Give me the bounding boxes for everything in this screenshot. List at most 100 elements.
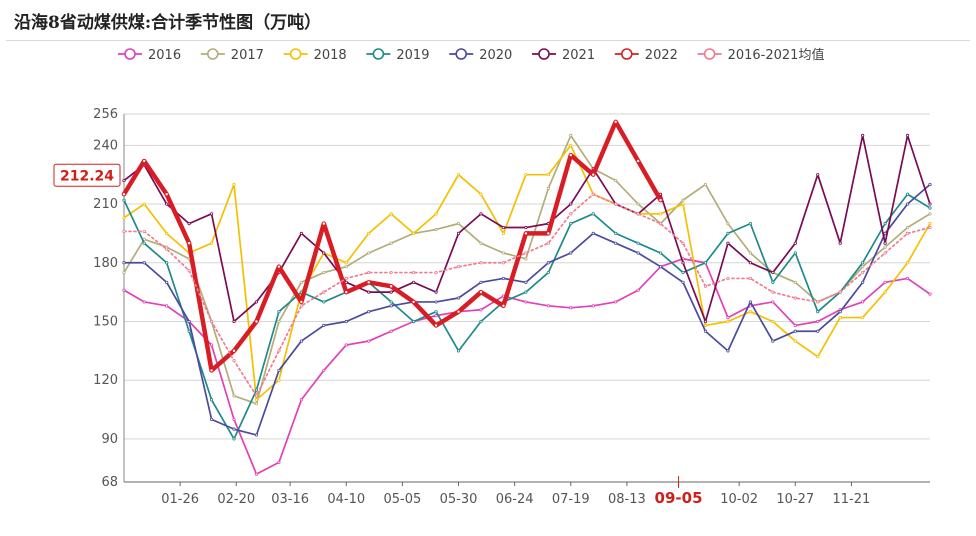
data-point bbox=[793, 251, 797, 255]
data-point bbox=[703, 261, 708, 265]
data-point bbox=[277, 378, 281, 382]
data-point bbox=[681, 261, 685, 265]
data-point bbox=[569, 143, 573, 147]
data-point bbox=[524, 257, 528, 261]
data-point bbox=[322, 323, 326, 328]
data-point bbox=[254, 319, 259, 324]
data-point bbox=[771, 339, 775, 343]
data-point bbox=[321, 221, 326, 226]
legend-label: 2019 bbox=[396, 48, 429, 63]
data-point bbox=[883, 231, 887, 236]
data-point bbox=[322, 251, 326, 255]
data-point bbox=[636, 241, 640, 245]
data-point bbox=[838, 290, 842, 294]
data-point bbox=[254, 388, 259, 392]
legend-label: 2018 bbox=[314, 48, 347, 63]
legend: 2016 2017 2018 2019 2020 2021 2022 2016-2021均值 bbox=[118, 47, 824, 63]
data-point bbox=[591, 231, 595, 236]
data-point bbox=[366, 280, 371, 285]
data-point bbox=[187, 319, 191, 324]
data-point bbox=[523, 231, 528, 236]
data-point bbox=[367, 231, 371, 236]
data-point bbox=[793, 241, 797, 245]
data-point bbox=[614, 202, 618, 206]
data-point bbox=[748, 310, 752, 314]
data-point bbox=[793, 280, 797, 284]
data-point bbox=[546, 241, 550, 245]
data-point bbox=[276, 264, 281, 269]
data-point bbox=[748, 300, 752, 304]
overlay: 212.24 bbox=[53, 163, 680, 488]
data-point bbox=[771, 270, 775, 275]
data-point bbox=[905, 202, 910, 206]
data-point bbox=[142, 229, 146, 234]
data-point bbox=[344, 276, 348, 281]
data-point bbox=[299, 304, 303, 308]
legend-item-2021[interactable]: 2021 bbox=[532, 48, 595, 63]
data-point bbox=[816, 329, 820, 333]
data-point bbox=[614, 231, 618, 236]
data-point bbox=[165, 231, 169, 236]
data-point bbox=[816, 355, 820, 359]
legend-item-20162021[interactable]: 2016-2021均值 bbox=[697, 47, 825, 63]
data-point bbox=[569, 306, 573, 310]
y-tick-label: 150 bbox=[93, 314, 118, 329]
legend-swatch-marker bbox=[538, 48, 550, 60]
data-point bbox=[658, 251, 663, 255]
data-point bbox=[861, 315, 865, 320]
legend-item-2016[interactable]: 2016 bbox=[118, 48, 181, 63]
data-point bbox=[344, 319, 348, 324]
data-point bbox=[367, 339, 371, 343]
data-point bbox=[434, 227, 438, 232]
x-axis: 01-26 02-20 03-16 04-10 05-05 05-30 06-24 07-19… bbox=[124, 481, 930, 507]
data-point bbox=[501, 225, 506, 230]
data-point bbox=[636, 288, 640, 292]
legend-label: 2021 bbox=[562, 48, 595, 63]
y-tick-label: 120 bbox=[93, 373, 118, 388]
data-point bbox=[726, 222, 730, 226]
data-point bbox=[748, 276, 752, 281]
data-point bbox=[703, 323, 708, 328]
legend-item-2020[interactable]: 2020 bbox=[449, 48, 512, 63]
data-point bbox=[591, 212, 595, 216]
data-point bbox=[389, 270, 393, 275]
y-tick-label: 256 bbox=[93, 107, 118, 122]
x-tick-label: 04-10 bbox=[327, 492, 365, 507]
data-point bbox=[322, 300, 326, 304]
data-point bbox=[456, 349, 461, 353]
data-point bbox=[591, 304, 595, 308]
data-point bbox=[389, 290, 393, 294]
data-point bbox=[883, 241, 887, 245]
legend-item-2017[interactable]: 2017 bbox=[200, 48, 264, 63]
data-point bbox=[209, 319, 214, 324]
legend-swatch-marker bbox=[372, 48, 385, 60]
data-point bbox=[232, 182, 236, 187]
data-point bbox=[928, 225, 932, 230]
data-point bbox=[254, 394, 259, 398]
data-point bbox=[434, 270, 438, 275]
data-point bbox=[726, 315, 730, 320]
data-point bbox=[389, 212, 393, 216]
data-point bbox=[434, 310, 438, 314]
data-point bbox=[367, 290, 371, 294]
data-point bbox=[771, 290, 775, 294]
x-tick-label: 01-26 bbox=[161, 492, 199, 507]
data-point bbox=[681, 270, 685, 275]
data-point bbox=[569, 251, 573, 255]
data-point bbox=[524, 225, 528, 230]
data-point bbox=[838, 310, 842, 314]
legend-item-2019[interactable]: 2019 bbox=[366, 48, 429, 63]
legend-item-2018[interactable]: 2018 bbox=[283, 48, 347, 63]
data-point bbox=[883, 251, 887, 255]
data-point bbox=[389, 241, 393, 245]
data-point bbox=[232, 319, 236, 324]
series-line-2020 bbox=[123, 183, 931, 436]
data-point bbox=[524, 173, 528, 177]
data-point bbox=[905, 276, 910, 281]
data-point bbox=[122, 229, 126, 234]
legend-swatch-marker bbox=[455, 48, 468, 60]
data-point bbox=[164, 192, 169, 197]
data-point bbox=[838, 315, 842, 320]
data-point bbox=[591, 192, 595, 196]
legend-item-2022[interactable]: 2022 bbox=[614, 48, 678, 63]
